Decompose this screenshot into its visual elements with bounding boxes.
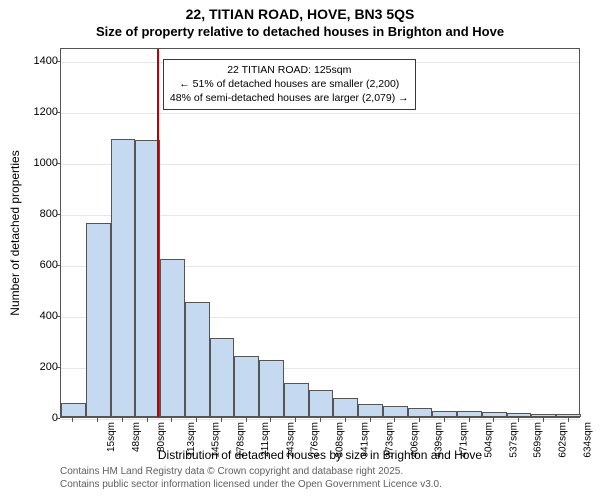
histogram-bar bbox=[185, 302, 210, 417]
x-tick-mark bbox=[196, 418, 197, 422]
x-tick-label: 569sqm bbox=[533, 422, 544, 458]
x-tick-label: 634sqm bbox=[582, 422, 593, 458]
marker-line bbox=[157, 49, 159, 417]
y-tick-mark bbox=[56, 163, 60, 164]
x-tick-mark bbox=[543, 418, 544, 422]
x-tick-mark bbox=[221, 418, 222, 422]
histogram-bar bbox=[234, 356, 259, 417]
x-tick-mark bbox=[97, 418, 98, 422]
x-tick-label: 276sqm bbox=[310, 422, 321, 458]
gridline-h bbox=[61, 113, 579, 114]
histogram-bar bbox=[432, 411, 457, 417]
histogram-bar bbox=[284, 383, 309, 417]
chart-container: 22, TITIAN ROAD, HOVE, BN3 5QS Size of p… bbox=[0, 0, 600, 500]
x-tick-mark bbox=[171, 418, 172, 422]
x-tick-label: 406sqm bbox=[409, 422, 420, 458]
x-tick-label: 80sqm bbox=[156, 422, 167, 452]
footer-line-2: Contains public sector information licen… bbox=[60, 479, 442, 490]
histogram-bar bbox=[383, 406, 408, 417]
annotation-line-2: ← 51% of detached houses are smaller (2,… bbox=[170, 77, 409, 91]
histogram-bar bbox=[556, 414, 581, 417]
y-tick-label: 400 bbox=[22, 310, 58, 322]
x-tick-mark bbox=[370, 418, 371, 422]
histogram-bar bbox=[507, 413, 532, 417]
histogram-bar bbox=[210, 338, 235, 417]
y-tick-mark bbox=[56, 112, 60, 113]
histogram-bar bbox=[111, 139, 136, 417]
x-tick-label: 113sqm bbox=[186, 422, 197, 457]
x-tick-label: 15sqm bbox=[106, 422, 117, 452]
x-tick-label: 341sqm bbox=[360, 422, 371, 458]
x-tick-label: 537sqm bbox=[508, 422, 519, 458]
x-tick-mark bbox=[444, 418, 445, 422]
x-tick-mark bbox=[72, 418, 73, 422]
histogram-bar bbox=[259, 360, 284, 417]
y-tick-label: 1200 bbox=[22, 106, 58, 118]
x-tick-mark bbox=[270, 418, 271, 422]
x-tick-label: 504sqm bbox=[483, 422, 494, 458]
y-tick-label: 600 bbox=[22, 259, 58, 271]
x-tick-label: 243sqm bbox=[285, 422, 296, 458]
x-tick-mark bbox=[122, 418, 123, 422]
chart-title: 22, TITIAN ROAD, HOVE, BN3 5QS bbox=[0, 6, 600, 22]
y-tick-mark bbox=[56, 214, 60, 215]
histogram-bar bbox=[408, 408, 433, 417]
x-tick-label: 178sqm bbox=[236, 422, 247, 458]
x-tick-mark bbox=[419, 418, 420, 422]
y-tick-label: 1400 bbox=[22, 55, 58, 67]
footer-line-1: Contains HM Land Registry data © Crown c… bbox=[60, 466, 403, 477]
y-tick-mark bbox=[56, 61, 60, 62]
annotation-line-3: 48% of semi-detached houses are larger (… bbox=[170, 91, 409, 105]
histogram-bar bbox=[160, 259, 185, 417]
x-tick-mark bbox=[394, 418, 395, 422]
histogram-bar bbox=[86, 223, 111, 417]
y-axis-label: Number of detached properties bbox=[8, 150, 22, 315]
y-tick-label: 800 bbox=[22, 208, 58, 220]
x-tick-mark bbox=[469, 418, 470, 422]
x-tick-label: 471sqm bbox=[459, 422, 470, 458]
chart-subtitle: Size of property relative to detached ho… bbox=[0, 24, 600, 39]
x-tick-mark bbox=[147, 418, 148, 422]
x-tick-label: 211sqm bbox=[260, 422, 271, 457]
x-tick-mark bbox=[345, 418, 346, 422]
y-tick-mark bbox=[56, 265, 60, 266]
x-tick-mark bbox=[246, 418, 247, 422]
y-tick-mark bbox=[56, 367, 60, 368]
y-tick-mark bbox=[56, 418, 60, 419]
histogram-bar bbox=[61, 403, 86, 417]
x-tick-mark bbox=[568, 418, 569, 422]
histogram-bar bbox=[358, 404, 383, 417]
x-tick-label: 308sqm bbox=[335, 422, 346, 458]
x-tick-label: 439sqm bbox=[434, 422, 445, 458]
histogram-bar bbox=[457, 411, 482, 417]
x-tick-label: 48sqm bbox=[131, 422, 142, 452]
y-tick-label: 1000 bbox=[22, 157, 58, 169]
x-tick-mark bbox=[295, 418, 296, 422]
y-tick-label: 0 bbox=[22, 412, 58, 424]
histogram-bar bbox=[309, 390, 334, 417]
histogram-bar bbox=[482, 412, 507, 417]
histogram-bar bbox=[531, 414, 556, 417]
annotation-line-1: 22 TITIAN ROAD: 125sqm bbox=[170, 63, 409, 77]
x-tick-label: 602sqm bbox=[558, 422, 569, 458]
x-tick-mark bbox=[518, 418, 519, 422]
x-tick-label: 145sqm bbox=[211, 422, 222, 458]
annotation-box: 22 TITIAN ROAD: 125sqm← 51% of detached … bbox=[163, 59, 416, 110]
x-tick-label: 373sqm bbox=[384, 422, 395, 458]
plot-area: 22 TITIAN ROAD: 125sqm← 51% of detached … bbox=[60, 48, 580, 418]
y-tick-label: 200 bbox=[22, 361, 58, 373]
histogram-bar bbox=[333, 398, 358, 417]
y-tick-mark bbox=[56, 316, 60, 317]
x-tick-mark bbox=[320, 418, 321, 422]
x-tick-mark bbox=[493, 418, 494, 422]
